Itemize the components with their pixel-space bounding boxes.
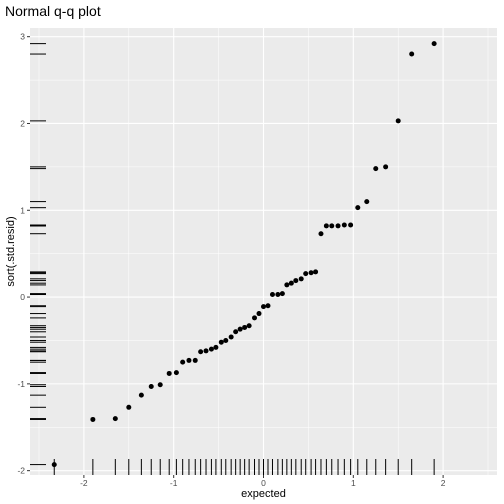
data-point: [275, 291, 281, 297]
x-axis-title: expected: [241, 488, 286, 500]
data-point: [313, 269, 319, 275]
data-point: [261, 304, 266, 310]
data-point: [208, 346, 214, 352]
data-point: [329, 223, 335, 229]
data-point: [233, 329, 239, 335]
data-point: [112, 416, 118, 422]
rug-left: [30, 43, 46, 466]
data-point: [252, 315, 258, 321]
x-tick-label: -1: [170, 478, 178, 488]
x-tick-label: 2: [441, 478, 446, 488]
data-point: [395, 118, 401, 124]
data-point: [348, 222, 354, 228]
x-tick-label: 1: [351, 478, 356, 488]
data-point: [237, 326, 243, 332]
data-point: [246, 323, 252, 329]
data-point: [203, 348, 209, 354]
x-tick-label: 0: [261, 478, 266, 488]
data-point: [223, 337, 229, 343]
y-tick-label: 1: [20, 205, 25, 215]
data-point: [173, 370, 179, 376]
data-point: [126, 404, 132, 410]
data-point: [431, 41, 437, 47]
data-point: [242, 324, 248, 330]
x-axis: -2 -1 0 1 2: [80, 475, 446, 488]
y-tick-label: -1: [17, 379, 25, 389]
data-point: [373, 166, 379, 172]
y-axis: -2 -1 0 1 2 3: [17, 32, 30, 476]
data-point: [323, 223, 329, 229]
y-axis-title: sort(.std.resid): [5, 216, 17, 286]
data-point: [192, 357, 198, 363]
data-point: [180, 359, 186, 365]
data-point: [298, 276, 304, 282]
data-point: [51, 462, 57, 468]
data-point: [138, 392, 144, 398]
y-tick-label: 2: [20, 118, 25, 128]
data-point: [157, 382, 163, 388]
data-point: [279, 291, 285, 297]
y-tick-label: -2: [17, 466, 25, 476]
data-point: [186, 357, 192, 363]
data-point: [409, 51, 415, 57]
data-point: [308, 270, 314, 276]
data-point: [383, 164, 389, 170]
data-point: [355, 205, 361, 211]
chart-title: Normal q-q plot: [5, 3, 101, 19]
y-tick-label: 0: [20, 292, 25, 302]
data-point: [303, 271, 309, 277]
y-tick-label: 3: [20, 32, 25, 42]
data-point: [341, 222, 347, 228]
data-point: [364, 199, 370, 205]
data-point: [269, 291, 275, 297]
data-point: [90, 416, 96, 422]
major-gridlines: [30, 28, 497, 475]
data-points: [51, 41, 437, 468]
data-point: [198, 349, 204, 355]
data-point: [218, 339, 224, 345]
rug-bottom: [53, 459, 435, 475]
data-point: [228, 334, 234, 340]
data-point: [213, 344, 219, 350]
data-point: [166, 370, 172, 376]
data-point: [284, 282, 290, 288]
x-tick-label: -2: [80, 478, 88, 488]
data-point: [256, 311, 262, 317]
data-point: [293, 278, 299, 284]
data-point: [148, 383, 154, 389]
data-point: [265, 303, 271, 309]
data-point: [288, 280, 294, 286]
data-point: [318, 231, 324, 237]
data-point: [335, 223, 341, 229]
